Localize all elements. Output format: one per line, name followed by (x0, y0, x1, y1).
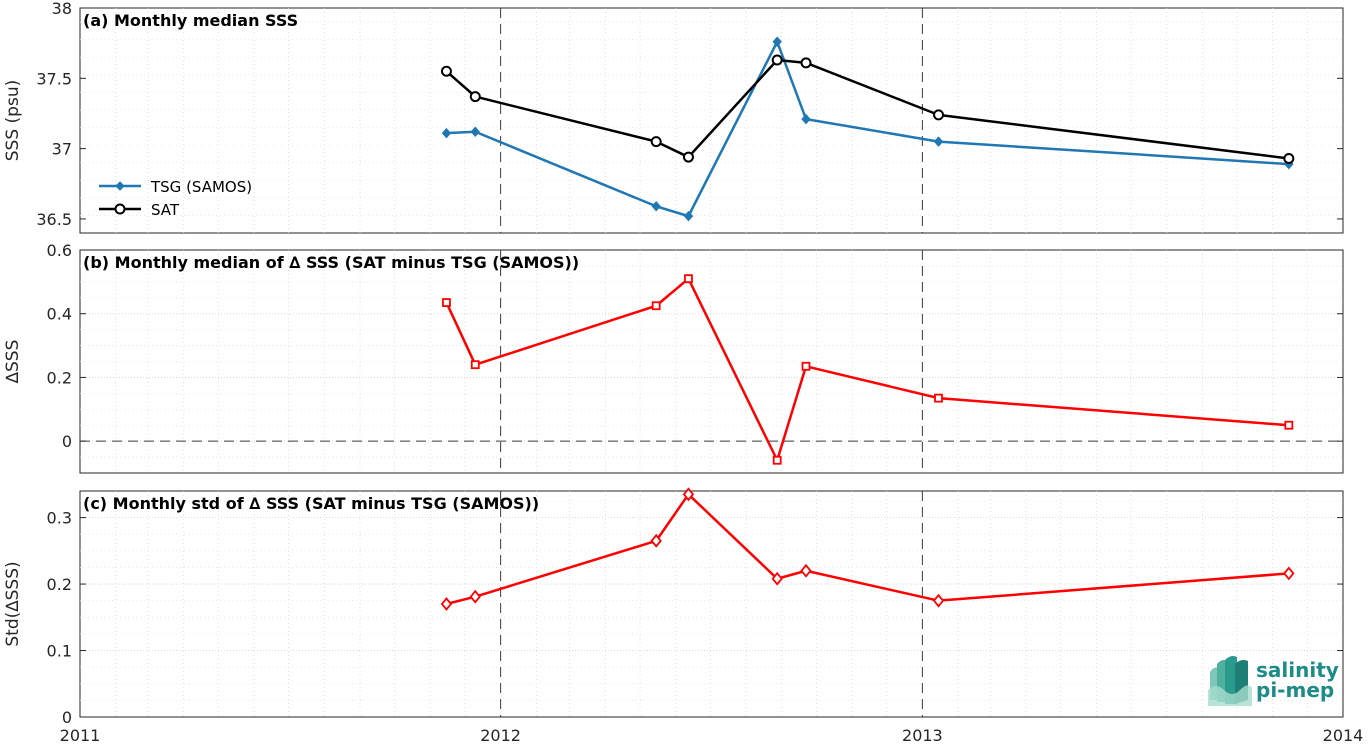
data-point (440, 65, 452, 77)
data-point (469, 91, 481, 103)
panel-c-frame (79, 490, 1344, 718)
data-point (800, 57, 812, 69)
data-point (933, 136, 944, 147)
panel-b-ylabel: ∆SSS (3, 340, 23, 385)
panel-c-series (440, 487, 1295, 611)
legend-tsg-label: TSG (SAMOS) (150, 178, 252, 196)
series-line (445, 277, 1289, 462)
data-point (934, 393, 943, 403)
panel-b-y-ticks: 0 0.2 0.4 0.6 (47, 241, 1343, 451)
logo-line1: salinity (1256, 658, 1339, 682)
x-tick-label: 2011 (60, 726, 101, 745)
panel-b-series (442, 274, 1294, 465)
y-tick-label: 37.5 (36, 69, 72, 88)
series-line (446, 493, 1289, 606)
x-axis-tick-labels: 2011 2012 2013 2014 (60, 726, 1364, 745)
panel-b: 0 0.2 0.4 0.6 (b) Monthly median of ∆ SSS (… (3, 241, 1344, 474)
data-point (1283, 152, 1295, 164)
y-tick-label: 0 (62, 432, 72, 451)
y-tick-label: 0.6 (47, 241, 72, 260)
data-point (1283, 566, 1295, 581)
data-point (684, 274, 693, 284)
data-point (1284, 420, 1294, 430)
data-point (470, 360, 480, 370)
legend-sat-label: SAT (151, 201, 180, 219)
series-line (446, 40, 1289, 218)
x-tick-label: 2012 (480, 726, 521, 745)
logo-line2: pi-mep (1256, 678, 1334, 702)
data-point (683, 210, 694, 222)
panel-c-grid (80, 491, 1343, 717)
panel-a-ylabel: SSS (psu) (3, 80, 23, 161)
x-tick-label: 2013 (902, 726, 943, 745)
panel-a: 36.5 37 37.5 38 (a) Monthly median SSS SSS … (3, 0, 1344, 234)
panel-b-frame (79, 249, 1344, 474)
data-point (933, 109, 945, 121)
data-point (772, 455, 782, 465)
y-tick-label: 0.2 (47, 575, 72, 594)
data-point (650, 533, 662, 548)
panel-a-grid (80, 8, 1343, 233)
panel-c: 0 0.1 0.2 0.3 (c) Monthly std of ∆ SSS (SAT… (3, 487, 1344, 727)
data-point (442, 298, 451, 307)
data-point (801, 113, 811, 125)
panel-c-title: (c) Monthly std of ∆ SSS (SAT minus TSG … (83, 494, 539, 513)
y-tick-label: 0.1 (47, 642, 72, 661)
y-tick-label: 37 (52, 140, 72, 159)
data-point (650, 136, 662, 148)
wave-icon (1208, 656, 1252, 706)
data-point (470, 126, 480, 138)
data-point (441, 127, 452, 139)
data-point (800, 563, 812, 578)
data-point (801, 361, 811, 371)
data-point (440, 597, 453, 611)
panel-a-frame (79, 7, 1344, 234)
x-tick-label: 2014 (1323, 726, 1364, 745)
panel-a-year-dividers (500, 8, 923, 233)
data-point (682, 487, 695, 502)
data-point (651, 301, 661, 311)
panel-b-title: (b) Monthly median of ∆ SSS (SAT minus T… (83, 253, 579, 272)
panel-b-year-dividers (500, 250, 923, 473)
panel-c-ylabel: Std(∆SSS) (3, 561, 23, 646)
legend-tsg-marker (115, 181, 125, 191)
data-point (772, 36, 782, 48)
y-tick-label: 0.4 (47, 305, 72, 324)
legend-sat-marker (114, 203, 126, 215)
data-point (469, 589, 481, 604)
salinity-pi-mep-logo: salinity pi-mep (1208, 656, 1339, 706)
panel-c-year-dividers (500, 491, 923, 717)
data-point (932, 593, 945, 608)
y-tick-label: 36.5 (36, 210, 72, 229)
panel-c-y-ticks: 0 0.1 0.2 0.3 (47, 509, 1343, 727)
y-tick-label: 0.3 (47, 509, 72, 528)
y-tick-label: 0.2 (47, 368, 72, 387)
y-tick-label: 38 (52, 0, 72, 18)
data-point (682, 151, 694, 163)
series-line (445, 58, 1289, 160)
panel-a-title: (a) Monthly median SSS (83, 11, 298, 30)
y-tick-label: 0 (62, 708, 72, 727)
data-point (771, 571, 783, 586)
data-point (771, 54, 783, 66)
panel-a-series (440, 36, 1295, 222)
panel-a-y-ticks: 36.5 37 37.5 38 (36, 0, 1343, 229)
panel-a-legend: TSG (SAMOS) SAT (99, 178, 252, 219)
data-point (651, 201, 661, 212)
